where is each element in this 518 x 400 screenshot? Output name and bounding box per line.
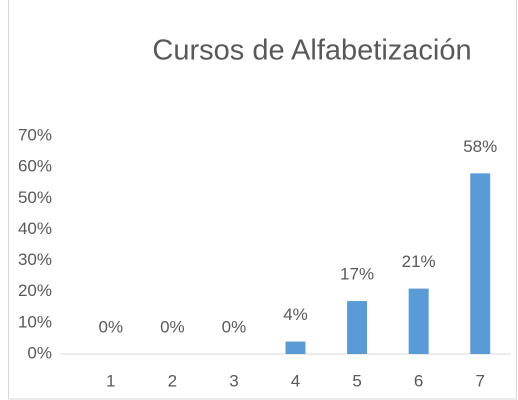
- data-label: 58%: [463, 137, 497, 156]
- bar: [285, 341, 306, 354]
- data-label: 17%: [340, 265, 374, 284]
- x-tick-label: 5: [352, 371, 361, 390]
- y-tick-label: 70%: [18, 125, 52, 144]
- x-tick-label: 4: [291, 371, 300, 390]
- x-tick-label: 6: [414, 371, 423, 390]
- y-tick-label: 10%: [18, 312, 52, 331]
- chart-title: Cursos de Alfabetización: [152, 35, 471, 67]
- data-label: 0%: [160, 317, 185, 336]
- bar: [470, 173, 491, 354]
- y-tick-label: 30%: [18, 250, 52, 269]
- data-label: 4%: [283, 305, 308, 324]
- bar: [408, 288, 429, 354]
- data-label: 21%: [402, 252, 436, 271]
- data-label: 0%: [222, 317, 247, 336]
- x-tick-label: 7: [475, 371, 484, 390]
- bar: [347, 301, 368, 354]
- x-tick-label: 2: [168, 371, 177, 390]
- y-tick-label: 40%: [18, 219, 52, 238]
- y-tick-label: 20%: [18, 281, 52, 300]
- y-tick-label: 0%: [27, 343, 52, 362]
- x-tick-label: 3: [229, 371, 238, 390]
- chart-frame: [8, 0, 517, 400]
- x-tick-label: 1: [106, 371, 115, 390]
- data-label: 0%: [98, 317, 123, 336]
- y-tick-label: 50%: [18, 188, 52, 207]
- y-tick-label: 60%: [18, 157, 52, 176]
